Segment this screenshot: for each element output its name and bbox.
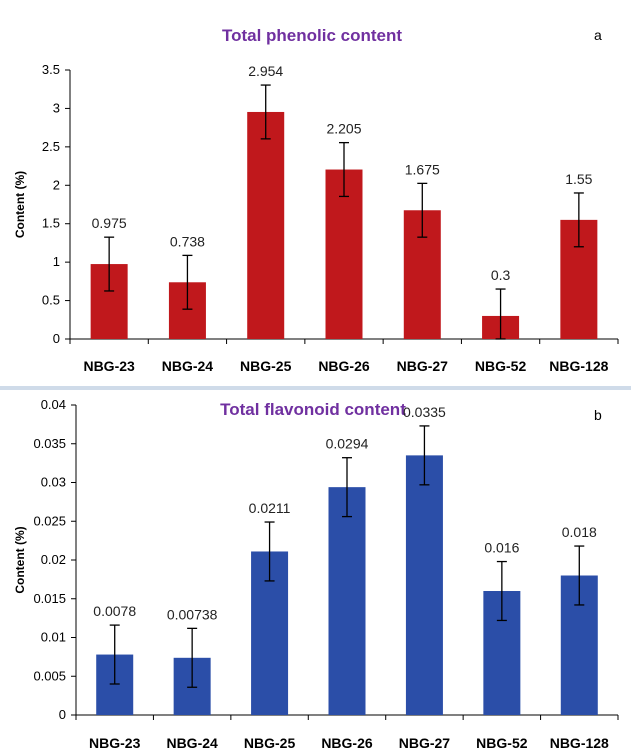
chart-title: Total flavonoid content	[220, 400, 406, 419]
data-label: 0.3	[491, 267, 511, 283]
y-tick-label: 3.5	[42, 62, 60, 77]
data-label: 0.00738	[167, 606, 218, 622]
y-tick-label: 0.035	[33, 436, 66, 451]
y-tick-label: 0.01	[41, 630, 66, 645]
data-label: 0.0078	[93, 603, 136, 619]
x-tick-label: NBG-27	[399, 735, 451, 751]
data-label: 0.018	[562, 524, 597, 540]
data-label: 0.738	[170, 233, 205, 249]
x-tick-label: NBG-26	[321, 735, 373, 751]
y-tick-label: 0.015	[33, 591, 66, 606]
data-label: 1.675	[405, 161, 440, 177]
data-label: 1.55	[565, 171, 592, 187]
y-tick-label: 2.5	[42, 139, 60, 154]
y-axis-label: Content (%)	[13, 526, 27, 593]
panel-label: a	[594, 27, 602, 43]
x-tick-label: NBG-23	[89, 735, 141, 751]
y-tick-label: 1	[53, 254, 60, 269]
y-tick-label: 0.04	[41, 397, 66, 412]
bar	[247, 111, 285, 340]
x-tick-label: NBG-25	[240, 358, 292, 374]
x-tick-label: NBG-24	[162, 358, 214, 374]
chart-panel-phenolic: Total phenolic content a Content (%) 0 0.5 1 1…	[0, 0, 631, 386]
y-tick-label: 0.03	[41, 475, 66, 490]
chart-panel-flavonoid: Total flavonoid content b Content (%) 0 0.00…	[0, 390, 631, 755]
x-tick-label: NBG-25	[244, 735, 296, 751]
x-tick-label: NBG-52	[476, 735, 528, 751]
data-label: 0.975	[92, 215, 127, 231]
y-tick-label: 0.5	[42, 293, 60, 308]
data-label: 0.016	[484, 540, 519, 556]
x-tick-label: NBG-128	[550, 735, 609, 751]
x-tick-label: NBG-23	[83, 358, 135, 374]
y-tick-label: 1.5	[42, 216, 60, 231]
y-tick-label: 0	[53, 331, 60, 346]
y-tick-label: 2	[53, 177, 60, 192]
data-label: 0.0335	[403, 404, 446, 420]
y-tick-label: 3	[53, 100, 60, 115]
y-tick-label: 0	[59, 707, 66, 722]
panel-label: b	[594, 407, 602, 423]
phenolic-chart: Total phenolic content a Content (%) 0 0.5 1 1…	[13, 26, 619, 374]
flavonoid-chart: Total flavonoid content b Content (%) 0 0.00…	[13, 397, 619, 751]
x-tick-label: NBG-24	[166, 735, 218, 751]
x-tick-label: NBG-128	[549, 358, 608, 374]
y-tick-label: 0.02	[41, 552, 66, 567]
data-label: 2.205	[326, 121, 361, 137]
bar	[325, 169, 363, 339]
y-tick-label: 0.025	[33, 513, 66, 528]
data-label: 0.0294	[326, 436, 369, 452]
x-tick-label: NBG-27	[397, 358, 449, 374]
y-tick-label: 0.005	[33, 668, 66, 683]
bar	[405, 455, 443, 715]
x-tick-label: NBG-52	[475, 358, 527, 374]
x-tick-label: NBG-26	[318, 358, 370, 374]
data-label: 2.954	[248, 63, 283, 79]
y-axis-label: Content (%)	[13, 171, 27, 238]
bar	[328, 487, 366, 715]
data-label: 0.0211	[249, 500, 291, 516]
chart-title: Total phenolic content	[222, 26, 402, 45]
